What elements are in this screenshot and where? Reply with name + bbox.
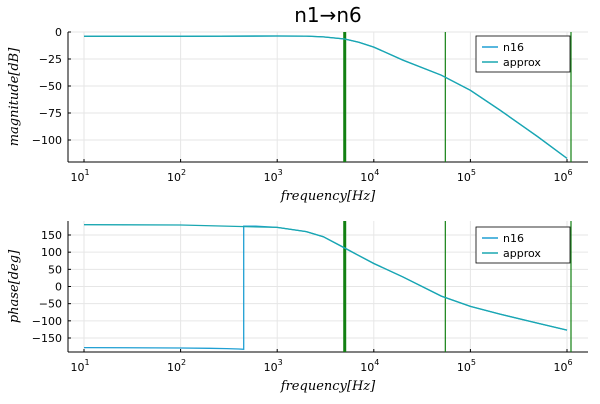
x-tick-label: 105 <box>457 168 476 184</box>
x-tick-base: 10 <box>457 171 471 184</box>
x-tick-base: 10 <box>360 361 374 374</box>
x-tick-base: 10 <box>70 171 84 184</box>
x-tick-label: 101 <box>70 168 89 184</box>
x-tick-exponent: 3 <box>278 358 283 367</box>
y-axis-label: phase[deg] <box>7 249 22 323</box>
x-tick-label: 106 <box>553 168 572 184</box>
x-axis-label: frequency[Hz] <box>280 379 376 394</box>
x-tick-base: 10 <box>553 171 567 184</box>
x-tick-label: 102 <box>167 168 186 184</box>
y-tick-label: −75 <box>39 107 62 120</box>
x-tick-label: 102 <box>167 358 186 374</box>
x-tick-exponent: 4 <box>374 168 379 177</box>
x-tick-label: 101 <box>70 358 89 374</box>
y-tick-label: 100 <box>41 246 62 259</box>
y-tick-label: −50 <box>39 298 62 311</box>
y-tick-label: −50 <box>39 80 62 93</box>
x-tick-base: 10 <box>264 361 278 374</box>
y-tick-label: 0 <box>55 281 62 294</box>
x-tick-base: 10 <box>70 361 84 374</box>
x-tick-exponent: 3 <box>278 168 283 177</box>
chart-panel-1: 101 102 103 104 105 1060−25−50−75−100n16appro… <box>7 3 588 204</box>
chart-title: n1→n6 <box>294 3 362 27</box>
y-tick-label: 150 <box>41 229 62 242</box>
y-tick-label: −100 <box>32 315 62 328</box>
x-tick-exponent: 2 <box>181 358 186 367</box>
legend-label: approx <box>503 247 541 260</box>
y-axis-label: magnitude[dB] <box>7 47 22 146</box>
x-tick-base: 10 <box>264 171 278 184</box>
legend-box <box>475 35 571 73</box>
x-tick-exponent: 6 <box>567 358 572 367</box>
legend-label: n16 <box>503 232 524 245</box>
series-line-approx <box>83 224 568 331</box>
x-tick-base: 10 <box>167 361 181 374</box>
x-tick-base: 10 <box>167 171 181 184</box>
x-tick-base: 10 <box>553 361 567 374</box>
x-tick-exponent: 1 <box>84 358 89 367</box>
x-tick-label: 104 <box>360 358 379 374</box>
x-tick-label: 105 <box>457 358 476 374</box>
y-tick-label: 0 <box>55 26 62 39</box>
x-tick-base: 10 <box>360 171 374 184</box>
chart-panel-2: 101 102 103 104 105 106150100500−50−100−150n1… <box>7 221 588 394</box>
x-tick-exponent: 5 <box>471 168 476 177</box>
x-tick-label: 106 <box>553 358 572 374</box>
x-axis-label: frequency[Hz] <box>280 189 376 204</box>
y-tick-label: −100 <box>32 134 62 147</box>
x-tick-label: 103 <box>264 358 283 374</box>
x-tick-exponent: 5 <box>471 358 476 367</box>
y-tick-label: −150 <box>32 332 62 345</box>
y-tick-label: −25 <box>39 53 62 66</box>
legend-label: n16 <box>503 41 524 54</box>
legend-label: approx <box>503 56 541 69</box>
x-tick-base: 10 <box>457 361 471 374</box>
x-tick-label: 104 <box>360 168 379 184</box>
x-tick-exponent: 2 <box>181 168 186 177</box>
x-tick-exponent: 1 <box>84 168 89 177</box>
series-line-approx <box>84 35 568 159</box>
x-tick-exponent: 6 <box>567 168 572 177</box>
x-tick-label: 103 <box>264 168 283 184</box>
y-tick-label: 50 <box>48 263 62 276</box>
legend-box <box>475 226 571 264</box>
x-tick-exponent: 4 <box>374 358 379 367</box>
